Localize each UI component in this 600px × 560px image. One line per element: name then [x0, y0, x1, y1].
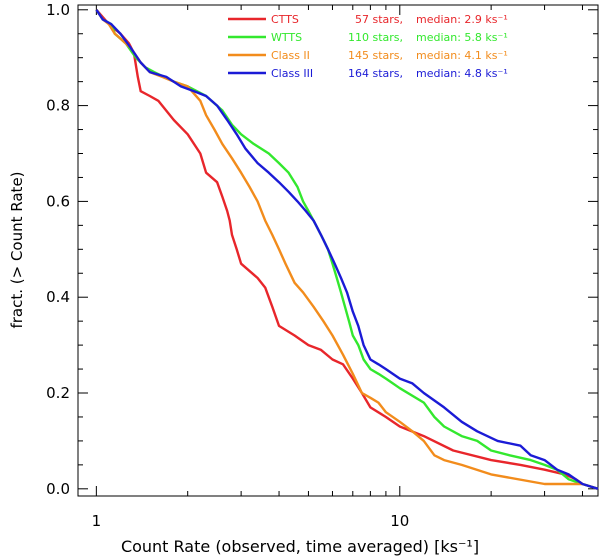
- legend-count-wtts: 110 stars,: [348, 31, 403, 44]
- y-tick-label: 0.0: [46, 480, 70, 498]
- legend-count-ctts: 57 stars,: [355, 13, 403, 26]
- y-tick-label: 0.2: [46, 384, 70, 402]
- series-line-ctts: [95, 9, 584, 485]
- legend-name-class-ii: Class II: [271, 49, 310, 62]
- x-tick-label: 1: [92, 512, 102, 530]
- legend-count-class-iii: 164 stars,: [348, 67, 403, 80]
- y-tick-label: 0.8: [46, 97, 70, 115]
- legend-median-ctts: median: 2.9 ks⁻¹: [416, 13, 508, 26]
- y-axis-label: fract. (> Count Rate): [8, 171, 26, 328]
- legend-median-class-iii: median: 4.8 ks⁻¹: [416, 67, 508, 80]
- y-tick-label: 0.4: [46, 288, 70, 306]
- legend: CTTS 57 stars, median: 2.9 ks⁻¹ WTTS 110 sta…: [228, 13, 508, 80]
- y-tick-label: 1.0: [46, 1, 70, 19]
- y-tick-label: 0.6: [46, 192, 70, 210]
- series-lines: [95, 9, 599, 490]
- legend-name-ctts: CTTS: [271, 13, 299, 26]
- legend-median-class-ii: median: 4.1 ks⁻¹: [416, 49, 508, 62]
- plot-frame: [77, 4, 599, 497]
- legend-name-class-iii: Class III: [271, 67, 313, 80]
- legend-name-wtts: WTTS: [271, 31, 302, 44]
- plot-area-border: [77, 4, 599, 497]
- axis-ticks: 0.0 0.2 0.4 0.6 0.8 1.0 1 10: [46, 1, 598, 530]
- series-line-class-iii: [95, 9, 599, 490]
- legend-count-class-ii: 145 stars,: [348, 49, 403, 62]
- legend-median-wtts: median: 5.8 ks⁻¹: [416, 31, 508, 44]
- x-tick-label: 10: [390, 512, 409, 530]
- x-axis-label: Count Rate (observed, time averaged) [ks…: [121, 537, 479, 556]
